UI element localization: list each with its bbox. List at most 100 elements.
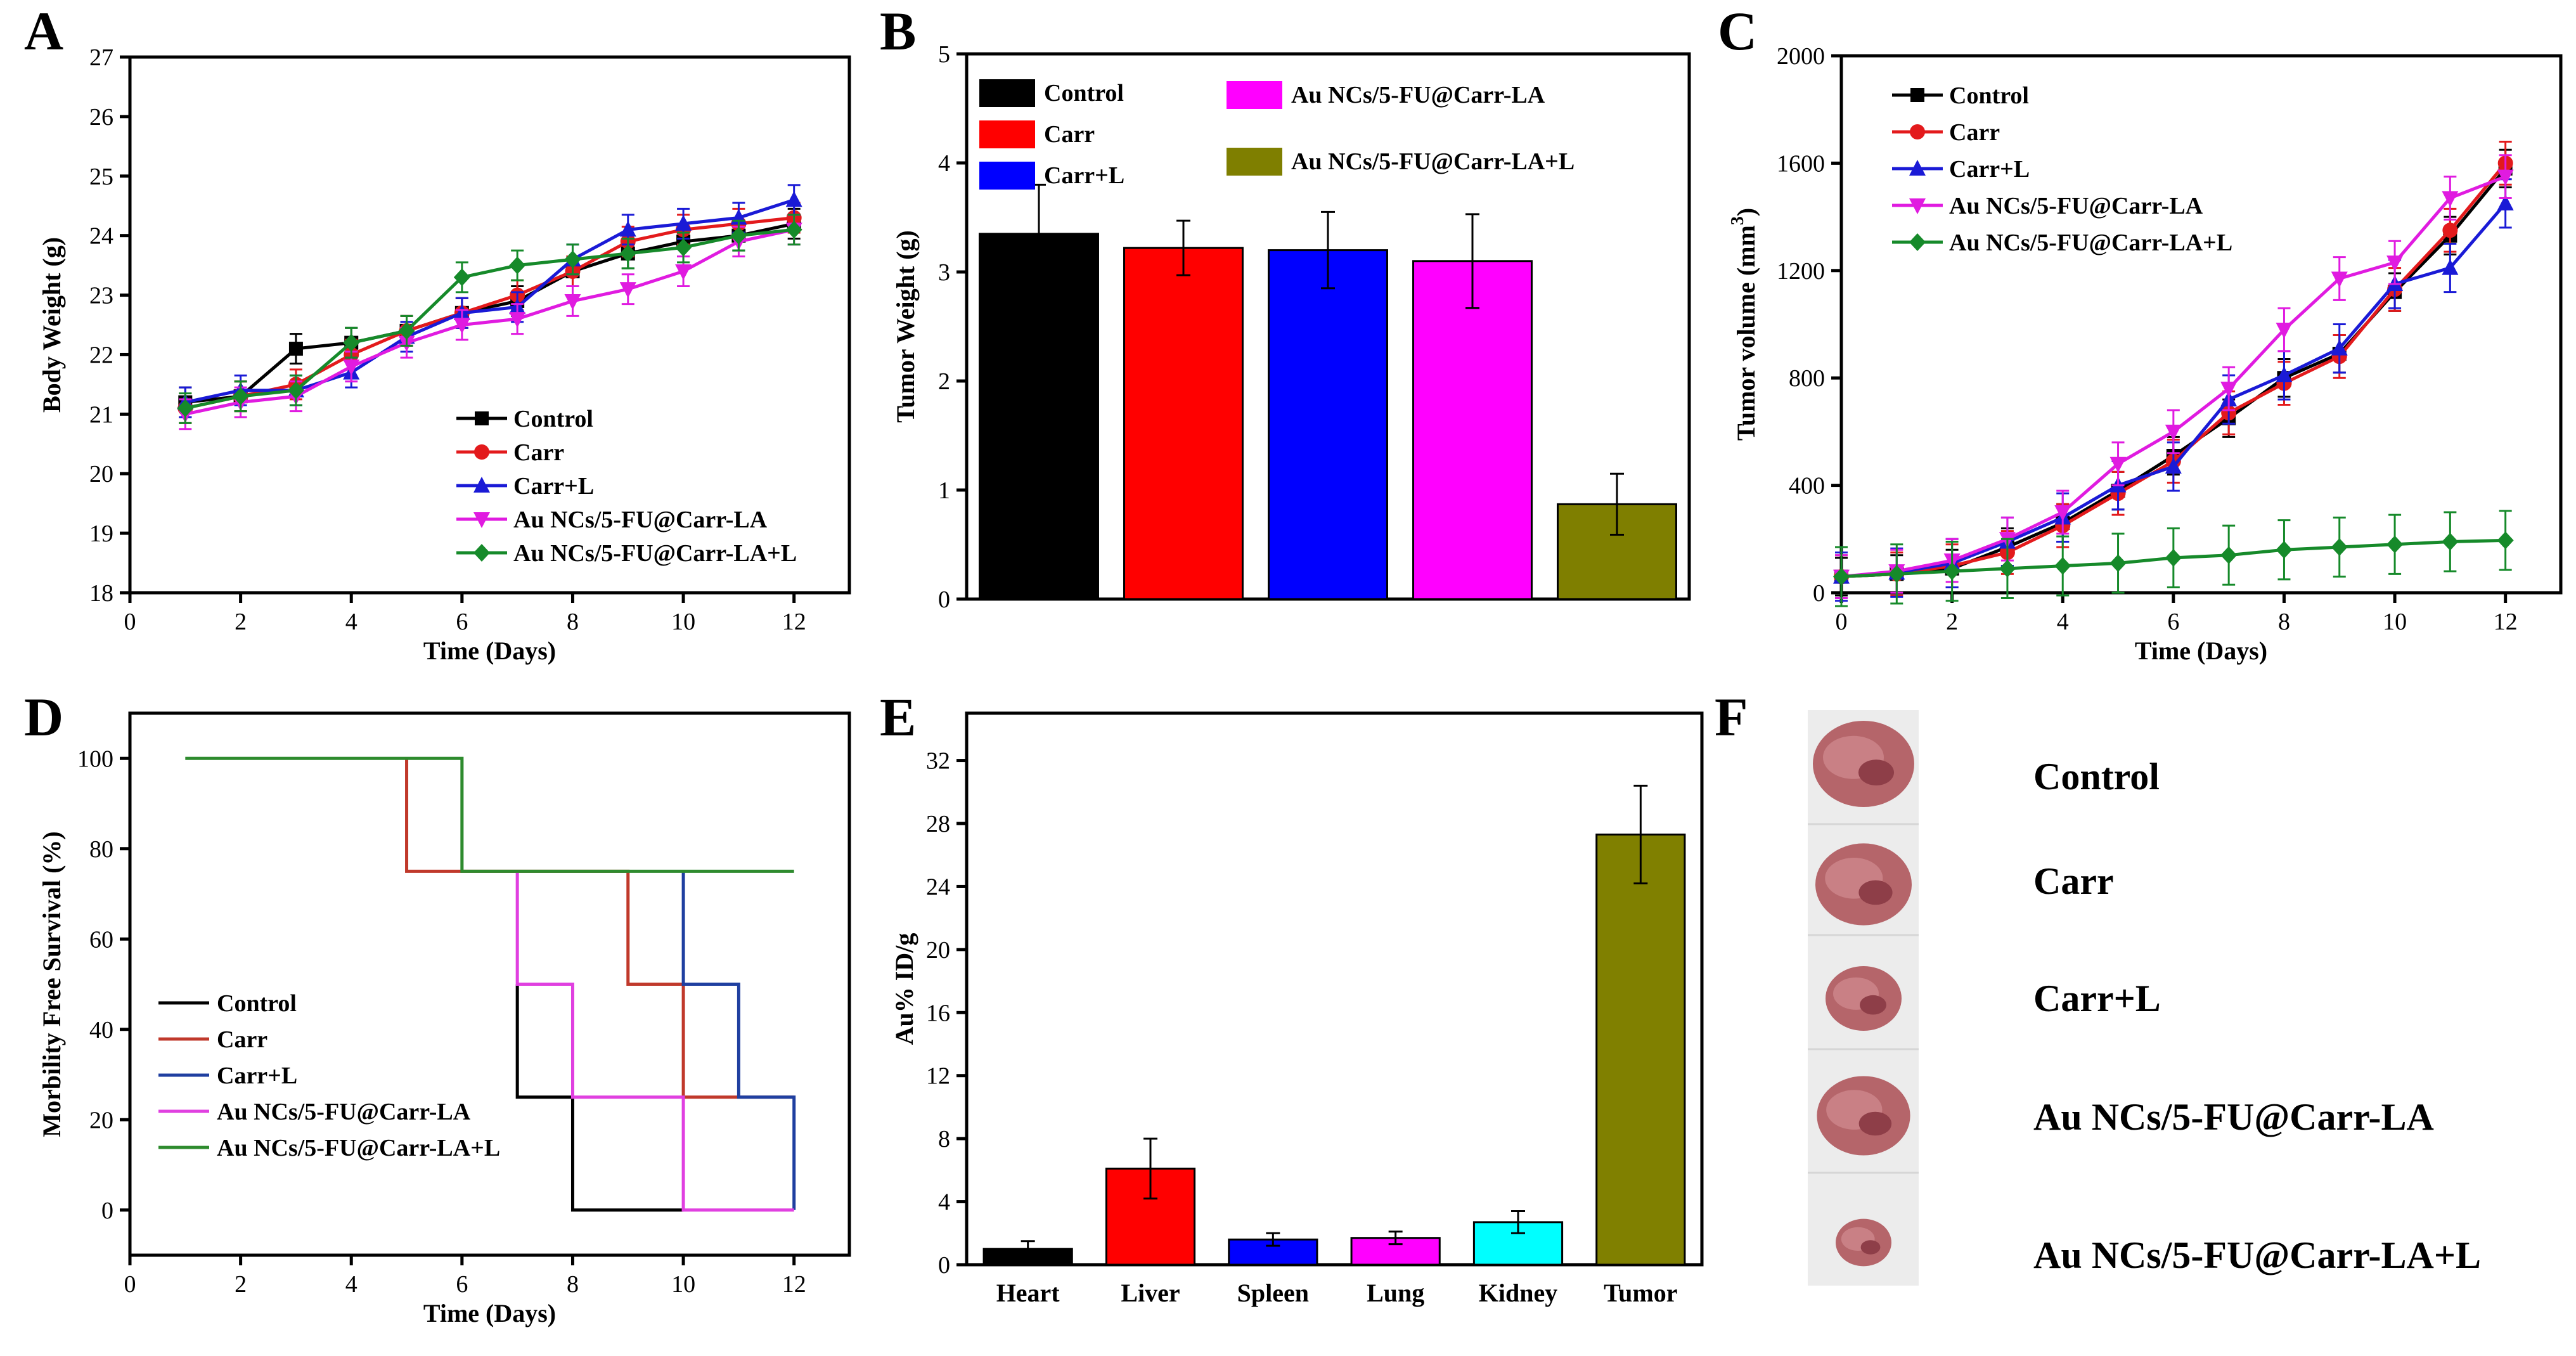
x-tick-label: 4	[345, 609, 357, 635]
x-tick-label: 6	[456, 1271, 468, 1298]
y-tick-label: 60	[89, 926, 113, 953]
legend-label: Au NCs/5-FU@Carr-LA+L	[513, 540, 797, 567]
data-point	[343, 359, 360, 376]
y-tick-label: 1200	[1777, 258, 1825, 285]
legend-swatch-marker	[473, 477, 490, 493]
data-point	[2497, 169, 2514, 186]
plot-frame	[1839, 54, 2563, 595]
tumor-shadow	[1858, 1111, 1892, 1136]
series-line	[184, 216, 794, 410]
category-label: Heart	[996, 1279, 1060, 1307]
data-point	[2054, 505, 2071, 521]
legend-swatch-marker	[475, 411, 489, 425]
series-au-ncs-5-fu-carr-la-l	[177, 214, 802, 424]
data-point	[1888, 565, 1905, 583]
panel-e-biodistribution-chart: 0 4 8 12 16 20 24 28 32 Au% ID/g Heart Liver Spleen L…	[890, 711, 1704, 1307]
photo-label-au-la: Au NCs/5-FU@Carr-LA	[2033, 1096, 2434, 1138]
legend-swatch-marker	[1909, 160, 1926, 176]
y-tick-label: 25	[89, 164, 113, 190]
series-line	[184, 198, 795, 404]
legend: Control Carr Carr+L Au NCs/5-FU@Carr-LA Au N…	[456, 406, 797, 567]
data-point	[2331, 339, 2348, 356]
data-point	[453, 268, 470, 287]
category-label: Tumor	[1604, 1279, 1677, 1307]
survival-carr-l	[681, 871, 796, 1210]
data-point	[2497, 531, 2514, 550]
y-tick-label: 4	[938, 150, 950, 177]
legend-label: Au NCs/5-FU@Carr-LA	[513, 507, 768, 533]
data-point	[730, 226, 747, 245]
y-tick-label: 1600	[1777, 150, 1825, 177]
data-point	[675, 238, 692, 257]
data-point	[2442, 259, 2459, 275]
legend-label: Au NCs/5-FU@Carr-LA	[1291, 82, 1545, 108]
data-point	[343, 333, 360, 352]
series-control	[178, 207, 801, 418]
panel-letter-f: F	[1715, 687, 1748, 747]
data-point	[2442, 191, 2459, 207]
x-tick-label: 2	[235, 609, 247, 635]
legend-label: Control	[217, 990, 297, 1017]
y-tick-label: 5	[938, 41, 950, 68]
y-tick-label: 8	[938, 1126, 950, 1153]
data-point	[2386, 255, 2404, 272]
tumor-shadow	[1860, 995, 1886, 1015]
category-label: Lung	[1367, 1279, 1424, 1307]
y-tick-label: 400	[1789, 473, 1825, 500]
data-point	[2165, 548, 2182, 567]
y-tick-label: 0	[101, 1198, 113, 1224]
x-tick-label: 4	[345, 1271, 357, 1298]
y-tick-label: 0	[1813, 580, 1825, 607]
bar-control	[979, 233, 1099, 600]
y-tick-label: 20	[926, 937, 950, 964]
plot-frame	[965, 711, 1704, 1267]
data-point	[564, 250, 581, 269]
y-axis-title: Morbility Free Survival (%)	[37, 831, 66, 1137]
series-au-ncs-5-fu-carr-la-l	[1833, 510, 2514, 607]
data-point	[1999, 559, 2016, 578]
category-label: Spleen	[1237, 1279, 1309, 1307]
x-tick-label: 10	[671, 1271, 695, 1298]
y-tick-label: 22	[89, 342, 113, 368]
series-au-ncs-5-fu-carr-la	[177, 214, 802, 430]
series-line	[184, 228, 794, 410]
tumor-shadow	[1858, 759, 1894, 785]
survival-au-ncs-5-fu-carr-la	[515, 871, 794, 1212]
legend-label: Au NCs/5-FU@Carr-LA+L	[217, 1135, 500, 1161]
y-tick-label: 16	[926, 1000, 950, 1026]
legend-swatch	[979, 162, 1035, 190]
y-tick-label: 3	[938, 259, 950, 286]
legend-swatch-marker	[1909, 233, 1926, 251]
data-point	[2276, 366, 2293, 382]
bar-carr	[1123, 247, 1244, 600]
y-tick-label: 27	[89, 44, 113, 71]
legend-label: Au NCs/5-FU@Carr-LA+L	[1949, 229, 2232, 256]
photo-label-control: Control	[2033, 756, 2160, 797]
x-tick-label: 6	[2167, 609, 2179, 635]
data-point	[509, 312, 526, 328]
legend-label: Carr	[217, 1026, 267, 1053]
y-tick-label: 26	[89, 104, 113, 131]
x-axis-title: Time (Days)	[2135, 636, 2267, 665]
series-line	[1841, 202, 2507, 579]
panel-d-survival-chart: 0 20 40 60 80 100 0 2 4 6 8 10 12 Time (Days) Morbilit…	[37, 711, 851, 1327]
panel-f-tumor-photos: Control Carr Carr+L Au NCs/5-FU@Carr-LA …	[1808, 710, 2481, 1286]
photo-label-carr-l: Carr+L	[2033, 978, 2161, 1019]
y-tick-label: 32	[926, 748, 950, 775]
panel-letter-a: A	[24, 1, 63, 61]
data-point	[2054, 557, 2071, 575]
data-point	[564, 294, 581, 310]
legend-label: Carr+L	[1949, 156, 2030, 183]
bar-spleen	[1228, 1238, 1318, 1266]
data-point	[2442, 533, 2459, 551]
panel-letter-d: D	[24, 687, 63, 747]
tumor-shadow	[1858, 880, 1893, 905]
panel-letter-b: B	[880, 1, 916, 61]
plot-frame	[128, 711, 851, 1257]
data-point	[2331, 538, 2348, 557]
x-tick-label: 2	[235, 1271, 247, 1298]
legend-swatch	[979, 79, 1035, 107]
y-tick-label: 100	[77, 746, 113, 772]
y-tick-label: 19	[89, 520, 113, 547]
y-tick-label: 12	[926, 1063, 950, 1090]
